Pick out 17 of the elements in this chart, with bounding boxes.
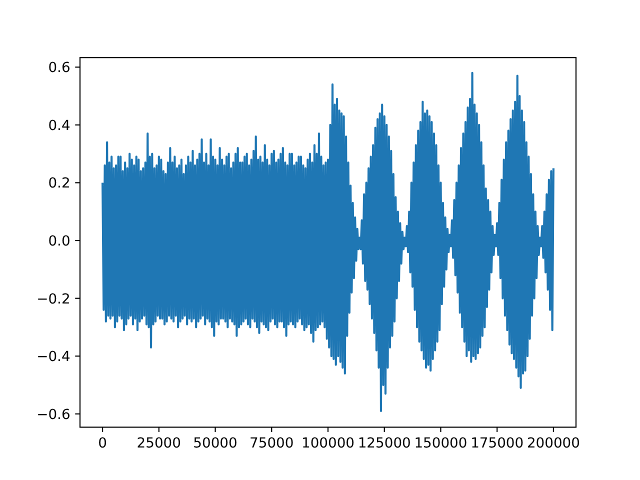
- y-tick-label: −0.2: [36, 291, 70, 308]
- y-tick-label: 0.4: [48, 118, 70, 134]
- x-tick-label: 75000: [250, 435, 294, 452]
- line-series: [102, 72, 554, 412]
- y-tick-label: −0.6: [36, 406, 70, 423]
- x-tick-label: 50000: [193, 435, 238, 452]
- x-tick-label: 125000: [358, 435, 411, 452]
- x-tick-label: 175000: [470, 435, 524, 452]
- x-tick-label: 200000: [526, 435, 580, 452]
- y-tick-label: 0.6: [48, 60, 70, 76]
- y-tick-label: 0.0: [48, 234, 70, 250]
- x-tick-label: 150000: [414, 435, 468, 452]
- y-tick-label: −0.4: [36, 349, 70, 366]
- x-tick-label: 100000: [301, 435, 355, 452]
- y-tick-label: 0.2: [48, 176, 70, 192]
- x-tick-label: 0: [98, 435, 107, 452]
- x-tick-label: 25000: [136, 435, 182, 452]
